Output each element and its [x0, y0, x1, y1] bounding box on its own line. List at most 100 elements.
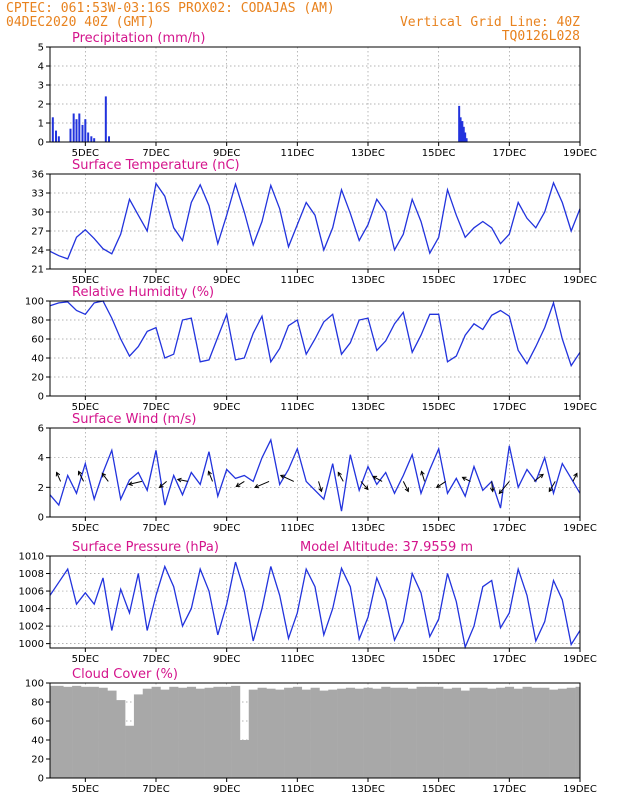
x-tick-label: 11DEC — [280, 654, 314, 665]
precip-bar — [90, 136, 93, 142]
x-tick-label: 15DEC — [422, 402, 456, 413]
y-tick-label: 33 — [31, 189, 44, 200]
precip-bar — [75, 119, 78, 142]
y-tick-label: 60 — [31, 335, 44, 346]
cloud-cover-bar — [513, 688, 523, 778]
cloud-cover-bar — [213, 686, 223, 778]
cloud-cover-bar — [63, 686, 73, 778]
x-tick-label: 9DEC — [213, 402, 240, 413]
cloud-cover-bar — [531, 687, 541, 778]
x-tick-label: 7DEC — [142, 784, 169, 795]
wind-vector-head — [435, 483, 441, 488]
x-tick-label: 5DEC — [72, 784, 99, 795]
cloud-cover-bar — [239, 740, 250, 778]
y-tick-label: 60 — [31, 717, 44, 728]
wind-vector-shaft — [128, 480, 142, 485]
cloud-cover-bar — [231, 685, 241, 778]
cloud-cover-bar — [310, 687, 320, 778]
cloud-cover-bar — [125, 725, 135, 778]
wind-vector-head — [573, 472, 578, 478]
panel-frame-precipitation — [49, 46, 581, 143]
cloud-cover-bar — [257, 687, 267, 778]
cloud-cover-bar — [469, 687, 479, 778]
cloud-cover-bar — [549, 689, 559, 778]
wind-vector-shaft — [436, 480, 447, 488]
wind-vector-head — [318, 487, 323, 493]
precip-bar — [78, 113, 81, 142]
panel-frame-wind — [49, 427, 581, 518]
wind-vector-arrow — [489, 481, 495, 493]
x-tick-label: 5DEC — [72, 654, 99, 665]
precip-bar — [108, 136, 111, 142]
wind-vector-arrow — [254, 480, 270, 489]
wind-vector-arrow — [158, 481, 167, 489]
precip-bar — [104, 96, 107, 142]
y-tick-label: 0 — [38, 138, 44, 149]
cloud-cover-bar — [381, 686, 391, 778]
cloud-cover-bar — [337, 688, 347, 778]
wind-vector-arrow — [498, 481, 510, 495]
x-tick-label: 17DEC — [492, 275, 526, 286]
panel-temperature: Surface Temperature (nC) 21 24 27 30 33 36 5DEC… — [31, 158, 597, 286]
cloud-cover-bar — [363, 687, 373, 778]
precip-bar — [461, 121, 464, 142]
y-tick-label: 2 — [38, 100, 44, 111]
cloud-cover-bar — [72, 685, 82, 778]
cloud-cover-bar — [80, 686, 91, 778]
panel-precipitation: Precipitation (mm/h) 0 1 2 3 4 5 5DEC 7DEC 9DEC 11… — [38, 31, 597, 159]
x-tick-label: 5DEC — [72, 275, 99, 286]
x-tick-label: 15DEC — [422, 784, 456, 795]
header-station-line: CPTEC: 061:53W-03:16S PROX02: CODAJAS (A… — [6, 1, 335, 16]
y-tick-label: 30 — [31, 208, 44, 219]
wind-vector-arrow — [372, 475, 383, 482]
x-tick-label: 9DEC — [213, 148, 240, 159]
y-tick-label: 1 — [38, 119, 44, 130]
wind-vector-head — [279, 474, 285, 479]
x-tick-label: 9DEC — [213, 784, 240, 795]
y-tick-label: 4 — [38, 62, 44, 73]
wind-vector-head — [461, 476, 467, 481]
wind-vector-arrow — [360, 481, 369, 491]
cloud-cover-bar — [116, 700, 126, 778]
wind-vector-shaft — [318, 481, 323, 492]
wind-vector-shaft — [337, 472, 344, 482]
x-tick-label: 9DEC — [213, 654, 240, 665]
wind-vector-arrow — [420, 470, 426, 482]
panel-subtitle-pressure: Model Altitude: 37.9559 m — [300, 540, 473, 555]
wind-vector-shaft — [280, 474, 295, 482]
wind-vector-shaft — [372, 475, 383, 482]
wind-vector-shaft — [254, 480, 270, 488]
wind-vector-head — [77, 470, 83, 476]
precip-bar — [55, 130, 58, 142]
series-line-humidity — [49, 300, 581, 368]
cloud-cover-bar — [248, 689, 258, 778]
x-tick-label: 7DEC — [142, 148, 169, 159]
y-tick-label: 4 — [38, 453, 44, 464]
cloud-cover-bar — [169, 686, 179, 778]
y-tick-label: 80 — [31, 316, 44, 327]
x-tick-label: 7DEC — [142, 402, 169, 413]
wind-vector-arrow — [461, 476, 471, 482]
x-tick-label: 5DEC — [72, 148, 99, 159]
x-tick-label: 11DEC — [280, 402, 314, 413]
cloud-cover-bar — [496, 687, 506, 778]
cloud-cover-bar — [107, 690, 117, 778]
x-tick-label: 5DEC — [72, 523, 99, 534]
x-tick-label: 9DEC — [213, 275, 240, 286]
cloud-cover-bar — [354, 688, 364, 778]
precip-bar — [459, 117, 462, 142]
cloud-cover-bar — [443, 688, 453, 778]
x-tick-label: 7DEC — [142, 523, 169, 534]
wind-vector-shaft — [402, 481, 409, 492]
wind-vector-arrow — [235, 480, 245, 487]
cloud-cover-bar — [204, 687, 214, 778]
x-tick-label: 11DEC — [280, 784, 314, 795]
x-tick-label: 11DEC — [280, 275, 314, 286]
cloud-cover-bar — [460, 690, 470, 778]
cloud-cover-bar — [142, 688, 152, 778]
y-tick-label: 5 — [38, 43, 44, 54]
cloud-cover-bar — [178, 687, 188, 778]
precip-bar — [465, 138, 468, 142]
x-tick-label: 13DEC — [351, 654, 385, 665]
y-tick-label: 0 — [38, 392, 44, 403]
